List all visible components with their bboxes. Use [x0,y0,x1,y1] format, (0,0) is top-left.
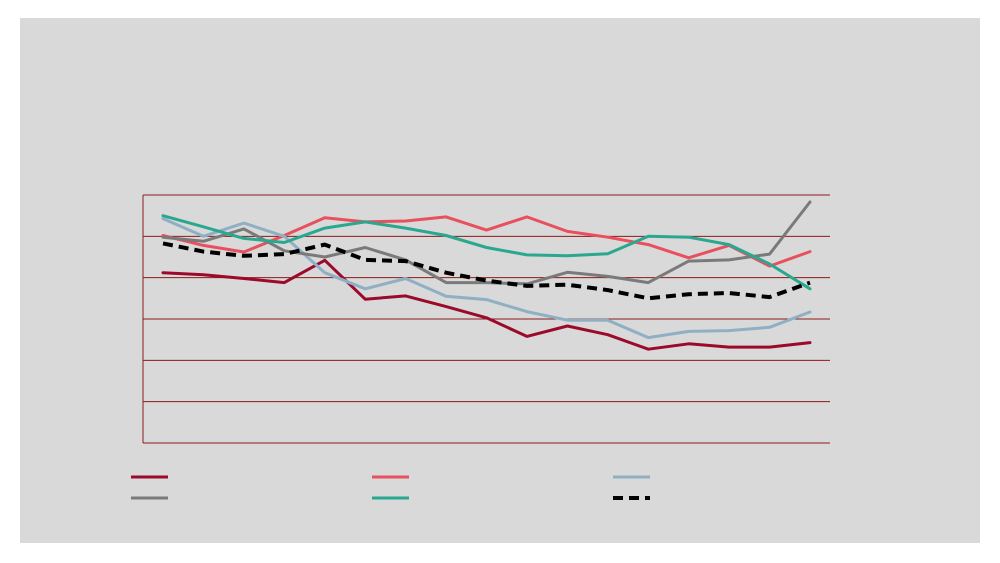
series-line-1 [161,258,812,351]
series-line-5 [161,214,812,291]
series-line-4 [161,200,812,286]
series-line-3 [161,217,812,340]
chart-panel [20,18,980,543]
series-line-6 [162,241,811,301]
line-chart [131,194,830,500]
